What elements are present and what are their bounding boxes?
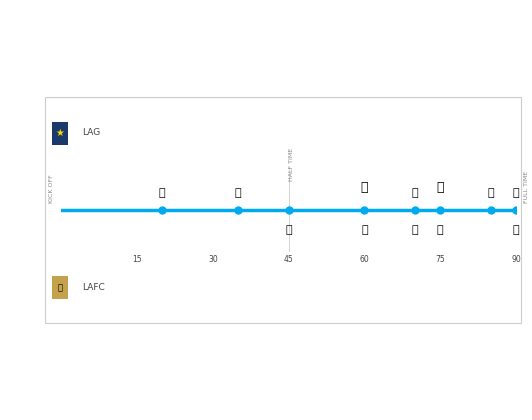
Text: ⚽: ⚽ bbox=[285, 225, 292, 235]
Text: ⚽: ⚽ bbox=[513, 188, 519, 198]
Text: ⚽: ⚽ bbox=[487, 188, 494, 198]
Text: ⚽: ⚽ bbox=[361, 181, 368, 194]
Text: ⚽: ⚽ bbox=[412, 188, 418, 198]
Text: ⛨: ⛨ bbox=[57, 283, 63, 292]
Text: ⚽: ⚽ bbox=[159, 188, 165, 198]
Text: ⚽: ⚽ bbox=[436, 181, 444, 194]
Text: LAFC: LAFC bbox=[82, 283, 105, 292]
Text: FULL TIME: FULL TIME bbox=[523, 171, 529, 203]
Text: ⚽: ⚽ bbox=[513, 225, 519, 235]
Text: ★: ★ bbox=[56, 129, 64, 138]
Text: KICK OFF: KICK OFF bbox=[48, 174, 54, 203]
Text: LAG: LAG bbox=[82, 128, 101, 137]
Text: ⚽: ⚽ bbox=[412, 225, 418, 235]
Text: ⚽: ⚽ bbox=[361, 225, 368, 235]
Text: ⚽: ⚽ bbox=[235, 188, 242, 198]
Text: ⚽: ⚽ bbox=[437, 225, 444, 235]
Text: HALF TIME: HALF TIME bbox=[288, 147, 294, 181]
